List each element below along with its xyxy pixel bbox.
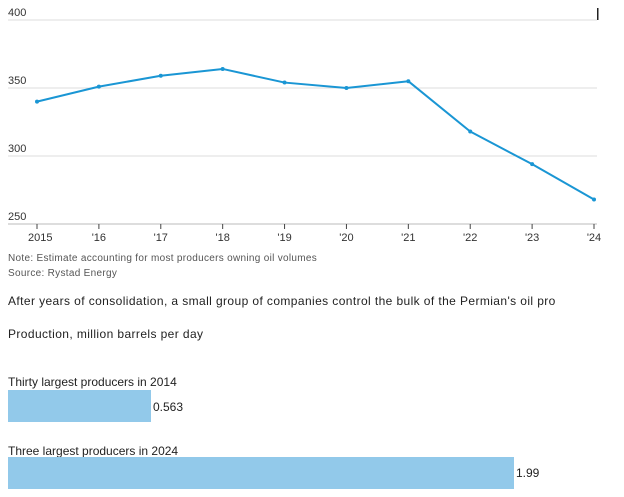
series-line-0	[36, 67, 595, 201]
x-tick-label-9: '24	[587, 232, 601, 244]
data-point-5	[344, 86, 349, 90]
x-tick-label-4: '19	[277, 232, 291, 244]
x-tick-label-0: 2015	[28, 232, 52, 244]
line-chart: 400 350 300 250 2015 '16 '17 '18 '19 '20 '21 '22 '2…	[8, 7, 601, 244]
x-tick-label-6: '21	[401, 232, 415, 244]
bar-2014	[8, 390, 151, 422]
x-tick-label-7: '22	[463, 232, 477, 244]
series-line	[35, 66, 596, 202]
y-axis-ticks: 400 350 300 250	[8, 7, 26, 223]
data-point-6	[406, 79, 411, 84]
data-point-7	[468, 129, 473, 134]
data-point-8	[530, 162, 535, 167]
chart-source: Source: Rystad Energy	[8, 268, 118, 279]
y-tick-label-350: 350	[8, 75, 26, 87]
bar-2024	[8, 457, 514, 489]
x-tick-label-1: '16	[92, 232, 106, 244]
bar-value-2024: 1.99	[516, 466, 540, 480]
y-tick-label-300: 300	[8, 143, 26, 155]
x-tick-label-2: '17	[154, 232, 168, 244]
bar-label-2014: Thirty largest producers in 2014	[8, 375, 177, 389]
x-axis: 2015 '16 '17 '18 '19 '20 '21 '22 '23 '24	[8, 223, 601, 244]
data-point-3	[220, 66, 225, 71]
data-point-1	[96, 84, 101, 89]
x-tick-label-3: '18	[215, 232, 229, 244]
data-point-2	[158, 73, 163, 78]
y-tick-label-250: 250	[8, 211, 26, 223]
bar-chart-subtitle: Production, million barrels per day	[8, 327, 204, 341]
data-point-4	[282, 80, 287, 85]
x-tick-label-5: '20	[339, 232, 353, 244]
data-point-0	[35, 99, 39, 104]
bar-value-2014: 0.563	[153, 400, 184, 414]
chart-note: Note: Estimate accounting for most produ…	[8, 253, 318, 264]
y-tick-label-400: 400	[8, 7, 26, 19]
bar-label-2024: Three largest producers in 2024	[8, 444, 179, 458]
x-tick-label-8: '23	[525, 232, 539, 244]
data-point-9	[592, 197, 596, 202]
y-gridlines	[8, 19, 597, 157]
chart-edge-marker	[597, 8, 599, 20]
bar-chart-headline: After years of consolidation, a small gr…	[8, 294, 556, 308]
